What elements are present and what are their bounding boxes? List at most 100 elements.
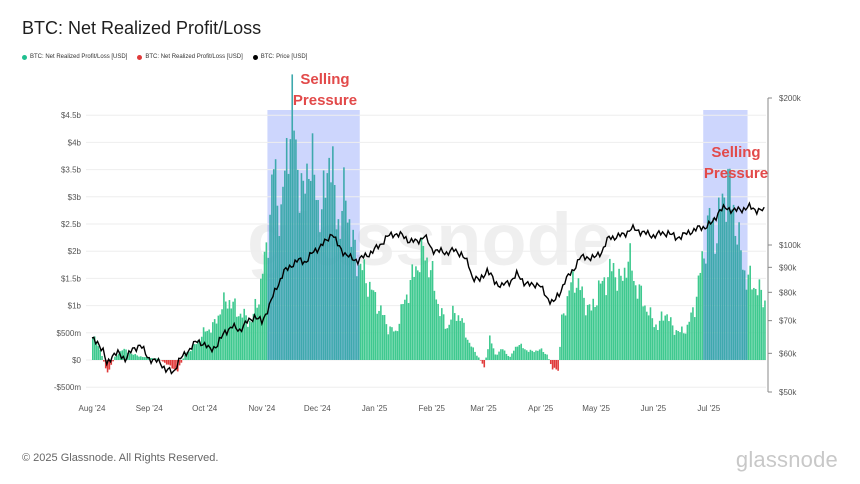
nrpl-bar: [631, 270, 633, 360]
nrpl-bar: [555, 360, 558, 370]
nrpl-bar: [236, 316, 238, 360]
nrpl-bar: [500, 349, 502, 360]
x-tick-label: Oct '24: [192, 404, 218, 413]
nrpl-bar: [186, 352, 188, 360]
legend: BTC: Net Realized Profit/Loss [USD] BTC:…: [22, 54, 307, 60]
nrpl-bar: [228, 300, 231, 360]
price-line: [91, 201, 765, 375]
nrpl-bar: [446, 328, 449, 360]
nrpl-bar: [374, 292, 377, 360]
nrpl-bar: [200, 336, 203, 360]
nrpl-bar: [381, 315, 384, 360]
legend-item-price[interactable]: BTC: Price [USD]: [252, 54, 307, 60]
nrpl-bar: [324, 197, 327, 360]
nrpl-bar: [143, 357, 146, 360]
right-tick-label: $50k: [779, 388, 797, 397]
nrpl-bar: [516, 346, 519, 360]
nrpl-bar: [332, 146, 334, 360]
nrpl-bar: [732, 204, 735, 360]
nrpl-bar: [682, 333, 685, 360]
nrpl-bar: [586, 304, 589, 360]
nrpl-bar: [132, 354, 135, 360]
right-tick-label: $90k: [779, 263, 797, 272]
left-tick-label: -$500m: [54, 383, 81, 392]
nrpl-bar: [634, 285, 637, 360]
nrpl-bar: [339, 238, 342, 360]
nrpl-bar: [754, 288, 757, 360]
nrpl-bar: [407, 303, 410, 360]
nrpl-bar: [311, 133, 314, 360]
nrpl-bar: [573, 292, 576, 360]
nrpl-bar: [441, 308, 443, 360]
nrpl-bar: [719, 208, 722, 360]
nrpl-bar: [507, 355, 510, 360]
nrpl-bar: [261, 273, 264, 360]
nrpl-bar: [411, 264, 414, 360]
nrpl-bar: [575, 287, 578, 360]
nrpl-bar: [357, 265, 360, 360]
annotation-line: Selling: [711, 144, 760, 161]
nrpl-bar: [669, 317, 672, 360]
nrpl-bar: [653, 327, 655, 360]
nrpl-bar: [701, 251, 703, 360]
nrpl-bar: [108, 360, 111, 370]
nrpl-bar: [370, 289, 373, 360]
nrpl-bar: [716, 243, 718, 360]
nrpl-bar: [418, 272, 421, 360]
nrpl-bar: [693, 317, 696, 360]
nrpl-bar: [756, 295, 759, 360]
annotation-selling-pressure-1: Selling Pressure: [293, 71, 357, 109]
nrpl-bar: [612, 263, 615, 360]
nrpl-bar: [533, 352, 535, 360]
nrpl-bar: [391, 327, 393, 360]
nrpl-bar: [413, 276, 415, 360]
nrpl-bar: [562, 313, 565, 360]
nrpl-bar: [376, 313, 378, 360]
nrpl-bar: [103, 360, 105, 362]
nrpl-bar: [195, 344, 198, 360]
nrpl-bar: [703, 258, 705, 360]
left-tick-label: $4b: [68, 138, 82, 147]
nrpl-bar: [662, 320, 665, 360]
nrpl-bar: [121, 350, 124, 360]
nrpl-bar: [396, 331, 399, 360]
nrpl-bar: [206, 330, 209, 360]
nrpl-bar: [494, 354, 497, 360]
nrpl-bar: [151, 357, 153, 360]
nrpl-bar: [453, 313, 456, 360]
nrpl-bar: [319, 232, 321, 360]
left-tick-label: $500m: [57, 329, 82, 338]
nrpl-bar: [503, 350, 506, 360]
nrpl-bar: [234, 298, 236, 360]
nrpl-bar: [337, 219, 340, 360]
nrpl-bar: [642, 306, 644, 360]
x-tick-label: Aug '24: [79, 404, 106, 413]
nrpl-bar: [673, 334, 676, 360]
brand-logo: glassnode: [735, 447, 838, 472]
nrpl-bar: [710, 221, 713, 360]
nrpl-bar: [237, 316, 240, 360]
nrpl-bar: [383, 314, 386, 360]
nrpl-bar: [537, 350, 539, 360]
nrpl-bar: [706, 215, 709, 360]
legend-item-nrpl-negative[interactable]: BTC: Net Realized Profit/Loss [USD]: [137, 54, 243, 60]
nrpl-bar: [402, 304, 404, 360]
left-tick-label: $4.5b: [61, 111, 82, 120]
nrpl-bar: [405, 294, 408, 360]
nrpl-bar: [213, 319, 216, 360]
nrpl-bar: [184, 354, 186, 360]
legend-dot-red: [137, 54, 143, 60]
nrpl-bar: [344, 200, 347, 360]
nrpl-bar: [182, 358, 185, 360]
legend-item-nrpl-positive[interactable]: BTC: Net Realized Profit/Loss [USD]: [22, 54, 127, 60]
left-tick-label: $3.5b: [61, 166, 82, 175]
nrpl-bar: [315, 200, 318, 360]
nrpl-bar: [585, 315, 587, 360]
nrpl-bar: [485, 357, 487, 360]
nrpl-bar: [620, 275, 622, 360]
nrpl-bar: [605, 295, 607, 360]
nrpl-bar: [477, 357, 480, 360]
nrpl-bar: [721, 193, 724, 360]
left-tick-label: $2b: [68, 247, 82, 256]
